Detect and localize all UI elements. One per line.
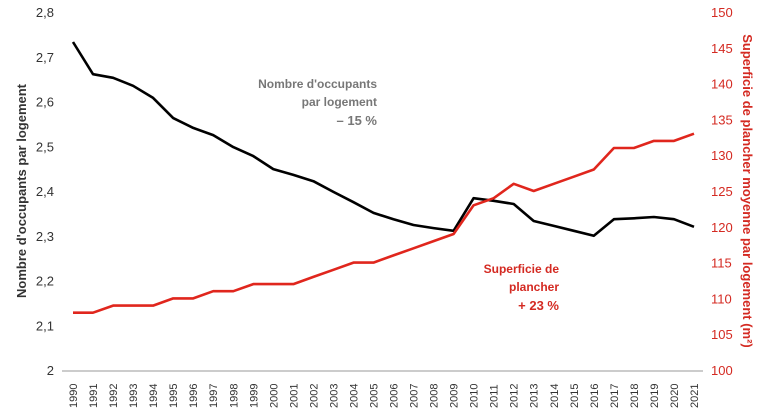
left-axis-ticks: 2 2,1 2,2 2,3 2,4 2,5 2,6 2,7 2,8 [36,5,54,378]
right-tick-label: 100 [711,363,733,378]
x-tick-label: 2002 [308,384,320,408]
x-tick-label: 2021 [689,384,701,408]
x-tick-label: 2019 [649,384,661,408]
x-tick-label: 1999 [248,384,260,408]
x-tick-label: 2018 [629,384,641,408]
right-tick-label: 140 [711,77,733,92]
x-tick-label: 1992 [108,384,120,408]
left-tick-label: 2,4 [36,184,54,199]
x-tick-label: 1993 [128,384,140,408]
x-tick-label: 2015 [569,384,581,408]
left-tick-label: 2,6 [36,95,54,110]
x-tick-label: 2020 [669,384,681,408]
x-tick-label: 2007 [409,384,421,408]
right-tick-label: 145 [711,41,733,56]
x-tick-label: 2000 [268,384,280,408]
series-line-occupants [73,42,694,236]
right-axis-ticks: 100 105 110 115 120 125 130 135 140 145 150 [711,5,733,378]
right-tick-label: 150 [711,5,733,20]
left-axis-title: Nombre d'occupants par logement [14,83,29,298]
right-tick-label: 135 [711,112,733,127]
x-tick-label: 2006 [389,384,401,408]
right-tick-label: 130 [711,148,733,163]
annotation-occupants-line2: par logement [302,95,377,109]
annotation-superficie: Superficie de plancher + 23 % [484,262,560,313]
right-axis-title: Superficie de plancher moyenne par logem… [740,34,755,348]
annotation-superficie-change: + 23 % [518,298,559,313]
x-axis-ticks: 1990 1991 1992 1993 1994 1995 1996 1997 1998 1999… [68,384,701,408]
left-tick-label: 2,2 [36,274,54,289]
x-tick-label: 2003 [328,384,340,408]
x-tick-label: 2001 [288,384,300,408]
x-tick-label: 2017 [609,384,621,408]
right-tick-label: 105 [711,327,733,342]
x-tick-label: 2009 [449,384,461,408]
x-tick-label: 1996 [188,384,200,408]
x-tick-label: 2016 [589,384,601,408]
x-tick-label: 1998 [228,384,240,408]
x-tick-label: 1994 [148,384,160,408]
right-tick-label: 120 [711,220,733,235]
x-tick-label: 2013 [529,384,541,408]
annotation-occupants-change: – 15 % [337,113,378,128]
x-tick-label: 2008 [429,384,441,408]
right-tick-label: 125 [711,184,733,199]
series-line-superficie [73,134,694,313]
annotation-occupants-line1: Nombre d'occupants [258,77,377,91]
annotation-occupants: Nombre d'occupants par logement – 15 % [258,77,377,128]
x-tick-label: 2010 [469,384,481,408]
x-tick-label: 2014 [549,384,561,408]
left-tick-label: 2 [47,363,54,378]
right-tick-label: 115 [711,256,732,271]
x-tick-label: 1990 [68,384,80,408]
left-tick-label: 2,5 [36,139,54,154]
x-tick-label: 1997 [208,384,220,408]
left-tick-label: 2,3 [36,229,54,244]
annotation-superficie-line2: plancher [509,280,559,294]
x-tick-label: 2012 [509,384,521,408]
left-tick-label: 2,1 [36,318,54,333]
annotation-superficie-line1: Superficie de [484,262,560,276]
x-tick-label: 2011 [489,384,501,408]
series-lines [73,42,694,313]
x-tick-label: 2004 [348,384,360,408]
left-tick-label: 2,7 [36,50,54,65]
x-tick-label: 1991 [88,384,100,408]
left-tick-label: 2,8 [36,5,54,20]
right-tick-label: 110 [711,291,732,306]
x-tick-label: 1995 [168,384,180,408]
x-tick-label: 2005 [368,384,380,408]
